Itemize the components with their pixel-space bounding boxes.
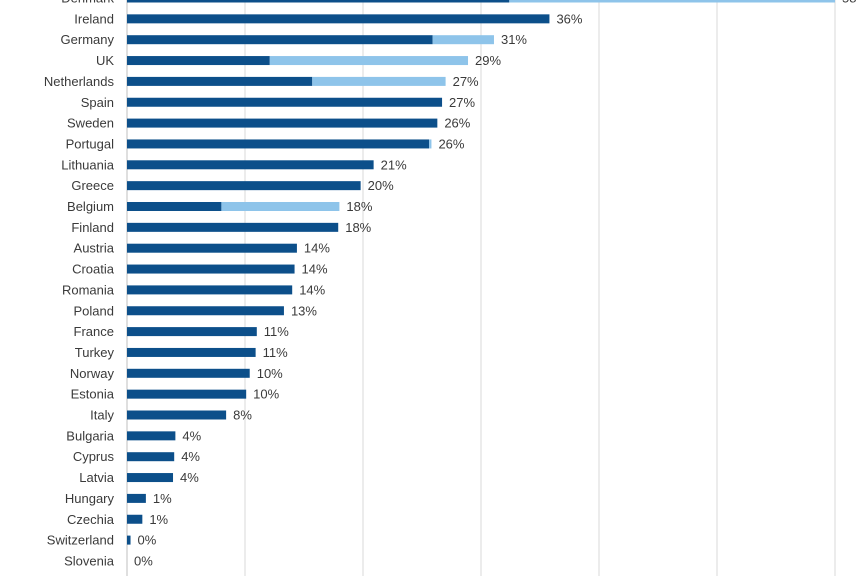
category-label: Hungary [65,491,115,506]
bar-segment-primary [127,431,176,441]
category-label: Poland [74,303,114,318]
bar-segment-primary [127,97,443,107]
bar-segment-secondary [312,76,446,86]
bar-segment-primary [127,76,313,86]
value-label: 14% [302,262,328,277]
bar-segment-primary [127,306,284,316]
category-label: Cyprus [73,449,115,464]
gridlines [126,0,836,576]
bar-segment-primary [127,264,295,274]
bar-segment-primary [127,368,250,378]
bar-segment-primary [127,389,247,399]
bar-segment-secondary [429,139,432,149]
bar-segment-primary [127,493,146,503]
bar-segment-primary [127,243,297,253]
bar-segment-primary [127,452,175,462]
bar-segment-primary [127,514,143,524]
value-label: 10% [257,366,283,381]
bars [127,0,835,545]
value-label: 4% [182,428,201,443]
category-label: Ireland [74,11,114,26]
category-label: UK [96,53,114,68]
bar-segment-secondary [269,56,469,66]
bar-segment-primary [127,327,257,337]
bar-segment-primary [127,535,131,545]
value-label: 4% [180,470,199,485]
value-label: 14% [299,282,325,297]
value-label: 26% [444,116,470,131]
value-label: 21% [381,157,407,172]
value-label: 1% [149,512,168,527]
category-label: Czechia [67,512,115,527]
category-label: Estonia [71,387,115,402]
category-label: Slovenia [64,553,115,568]
bar-segment-primary [127,14,550,24]
value-labels: 58% 36% 31%29% 27% 27% 26% 26% 21% 20% 18% 18% 14% 1… [134,0,856,568]
category-label: Belgium [67,199,114,214]
value-label: 11% [264,324,289,339]
category-label: Austria [74,241,115,256]
bar-segment-primary [127,410,227,420]
bar-segment-secondary [221,202,340,211]
category-label: Italy [90,408,114,423]
category-label: Latvia [79,470,114,485]
category-labels: Denmark Ireland Germany UK Netherlands Spain S… [44,0,115,568]
bar-segment-primary [127,473,174,483]
category-label: France [74,324,114,339]
value-label: 29% [475,53,501,68]
bar-segment-primary [127,181,361,191]
bar-segment-primary [127,118,438,128]
bar-segment-primary [127,160,374,170]
bar-segment-secondary [432,35,494,45]
category-label: Norway [70,366,115,381]
bar-segment-primary [127,0,510,3]
category-label: Netherlands [44,74,115,89]
value-label: 20% [368,178,394,193]
category-label: Switzerland [47,533,114,548]
bar-segment-secondary [509,0,835,3]
bar-segment-primary [127,285,293,295]
bar-segment-primary [127,35,433,45]
category-label: Lithuania [61,157,115,172]
value-label: 31% [501,32,527,47]
value-label: 26% [438,136,464,151]
category-label: Romania [62,282,115,297]
bar-segment-primary [127,347,256,357]
value-label: 27% [449,95,475,110]
value-label: 0% [138,533,157,548]
value-label: 13% [291,303,317,318]
category-label: Denmark [61,0,114,6]
category-label: Spain [81,95,114,110]
bar-segment-primary [127,222,339,232]
value-label: 10% [253,387,279,402]
value-label: 27% [453,74,479,89]
value-label: 18% [345,220,371,235]
category-label: Sweden [67,116,114,131]
value-label: 18% [346,199,372,214]
value-label: 58% [842,0,856,6]
bar-segment-primary [127,56,270,66]
value-label: 1% [153,491,172,506]
bar-segment-primary [127,139,430,149]
value-label: 4% [181,449,200,464]
category-label: Bulgaria [66,428,114,443]
bar-segment-primary [127,202,222,211]
category-label: Germany [61,32,115,47]
value-label: 11% [263,345,288,360]
category-label: Portugal [66,136,115,151]
value-label: 8% [233,408,252,423]
value-label: 14% [304,241,330,256]
category-label: Greece [71,178,114,193]
category-label: Turkey [75,345,115,360]
value-label: 36% [556,11,582,26]
value-label: 0% [134,553,153,568]
category-label: Finland [71,220,114,235]
category-label: Croatia [72,262,115,277]
